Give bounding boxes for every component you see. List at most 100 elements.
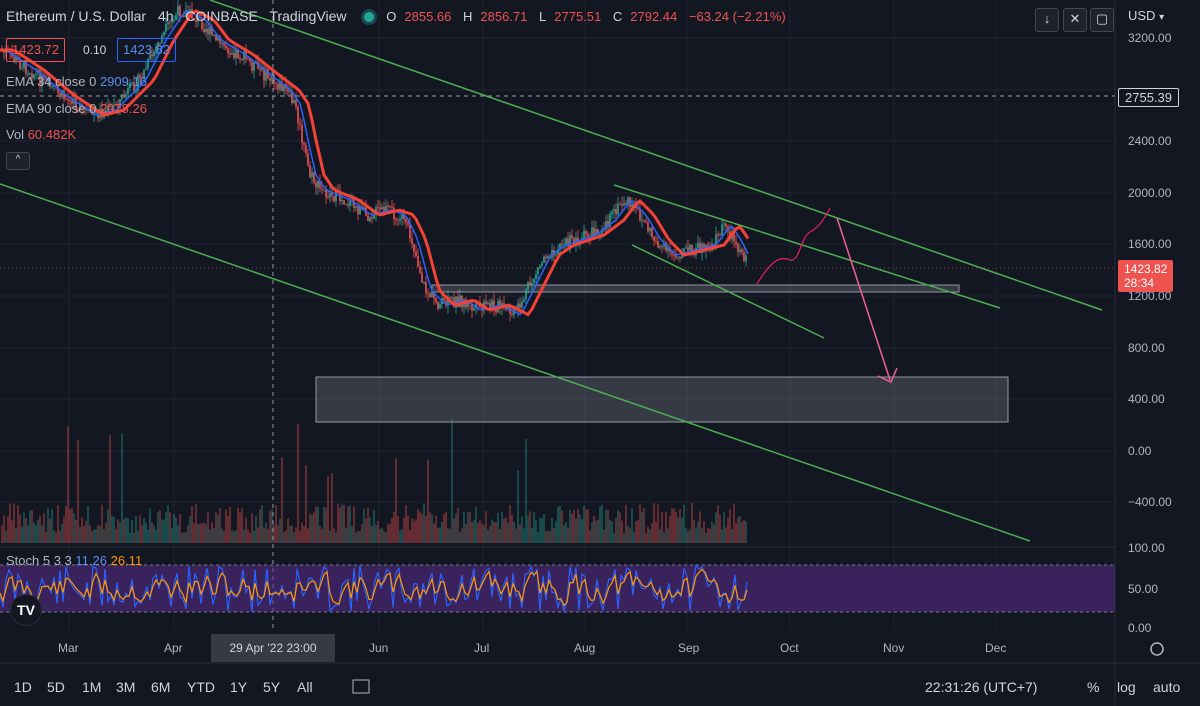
volume-bar [303, 526, 305, 543]
candle-body [273, 75, 275, 83]
range-1y[interactable]: 1Y [230, 679, 248, 695]
clock-timezone[interactable]: 22:31:26 (UTC+7) [925, 679, 1038, 695]
candle-body [421, 272, 423, 283]
volume-bar [495, 522, 497, 543]
volume-bar [327, 476, 329, 543]
candle-body [737, 244, 739, 253]
candle-body [597, 229, 599, 235]
candle-body [411, 238, 413, 244]
candle-body [177, 6, 179, 16]
range-1d[interactable]: 1D [14, 679, 32, 695]
volume-bar [377, 520, 379, 543]
log-toggle[interactable]: log [1117, 679, 1136, 695]
volume-bar [69, 509, 71, 543]
collapse-legend-button[interactable]: ^ [6, 152, 30, 170]
crosshair-price-label: 2755.39 [1118, 88, 1179, 107]
range-all[interactable]: All [297, 679, 313, 695]
candle-body [713, 243, 715, 245]
volume-bar [469, 512, 471, 543]
symbol-legend: Ethereum / U.S. Dollar 4h COINBASE Tradi… [6, 8, 802, 24]
restore-button[interactable]: ▢ [1090, 8, 1114, 32]
volume-bar [379, 528, 381, 543]
candle-body [643, 219, 645, 222]
volume-bar [485, 511, 487, 543]
candle-body [657, 241, 659, 248]
candle-body [57, 86, 59, 93]
volume-bar [449, 528, 451, 543]
percent-toggle[interactable]: % [1087, 679, 1100, 695]
candle-body [733, 231, 735, 242]
volume-bar [707, 527, 709, 543]
volume-bar [675, 511, 677, 543]
volume-bar [299, 531, 301, 543]
interval[interactable]: 4h [157, 8, 174, 24]
volume-bar [27, 525, 29, 543]
range-6m[interactable]: 6M [151, 679, 171, 695]
candle-body [31, 73, 33, 79]
volume-bar [677, 516, 679, 543]
candle-body [385, 205, 387, 212]
volume-legend[interactable]: Vol 60.482K [6, 127, 77, 142]
candle-body [683, 248, 685, 252]
sell-button[interactable]: 1423.72 [6, 38, 65, 62]
ema90-legend[interactable]: EMA 90 close 0 2978.26 [6, 101, 147, 116]
candle-body [675, 255, 677, 258]
candle-body [149, 54, 151, 60]
candle-body [109, 105, 111, 107]
volume-bar [593, 516, 595, 543]
volume-bar [561, 510, 563, 543]
symbol-name[interactable]: Ethereum / U.S. Dollar [6, 8, 147, 24]
volume-bar [673, 508, 675, 543]
range-5y[interactable]: 5Y [263, 679, 281, 695]
volume-bar [635, 521, 637, 543]
volume-bar [45, 531, 47, 543]
currency-selector[interactable]: USD ▾ [1128, 8, 1165, 23]
candle-body [207, 28, 209, 35]
candle-body [425, 282, 427, 293]
candle-body [195, 19, 197, 22]
auto-toggle[interactable]: auto [1153, 679, 1181, 695]
volume-bar [147, 529, 149, 543]
maximize-button[interactable]: ✕ [1063, 8, 1087, 32]
candle-body [715, 234, 717, 245]
range-3m[interactable]: 3M [116, 679, 136, 695]
volume-bar [249, 532, 251, 543]
volume-bar [425, 515, 427, 543]
candle-body [359, 206, 361, 215]
range-1m[interactable]: 1M [82, 679, 102, 695]
candle-body [439, 304, 441, 309]
time-tick: Aug [574, 641, 596, 655]
candle-body [559, 243, 561, 250]
volume-bar [617, 510, 619, 543]
buy-button[interactable]: 1423.82 [117, 38, 176, 62]
volume-bar [437, 528, 439, 543]
volume-bar [7, 516, 9, 543]
candle-body [329, 193, 331, 198]
candle-body [573, 238, 575, 245]
tradingview-logo-icon[interactable]: TV [10, 594, 42, 626]
candle-body [327, 196, 329, 198]
candle-body [423, 282, 425, 284]
candle-body [691, 244, 693, 252]
volume-bar [311, 514, 313, 543]
range-5d[interactable]: 5D [47, 679, 65, 695]
candle-body [65, 99, 67, 101]
volume-bar [197, 524, 199, 543]
stoch-legend[interactable]: Stoch 5 3 3 11.26 26.11 [6, 553, 143, 568]
volume-bar [645, 532, 647, 543]
volume-bar [35, 524, 37, 543]
volume-bar [721, 529, 723, 543]
range-ytd[interactable]: YTD [187, 679, 215, 695]
ohlc-values: O 2855.66 H 2856.71 L 2775.51 C 2792.44 −63.… [386, 9, 786, 24]
candle-body [679, 256, 681, 259]
volume-bar [293, 532, 295, 543]
candle-body [121, 94, 123, 100]
volume-bar [745, 521, 747, 543]
candle-body [493, 300, 495, 310]
volume-bar [83, 526, 85, 543]
volume-bar [715, 512, 717, 543]
move-down-button[interactable]: ↓ [1035, 8, 1059, 32]
ema34-legend[interactable]: EMA 34 close 0 2909.16 [6, 74, 147, 89]
volume-bar [373, 509, 375, 543]
